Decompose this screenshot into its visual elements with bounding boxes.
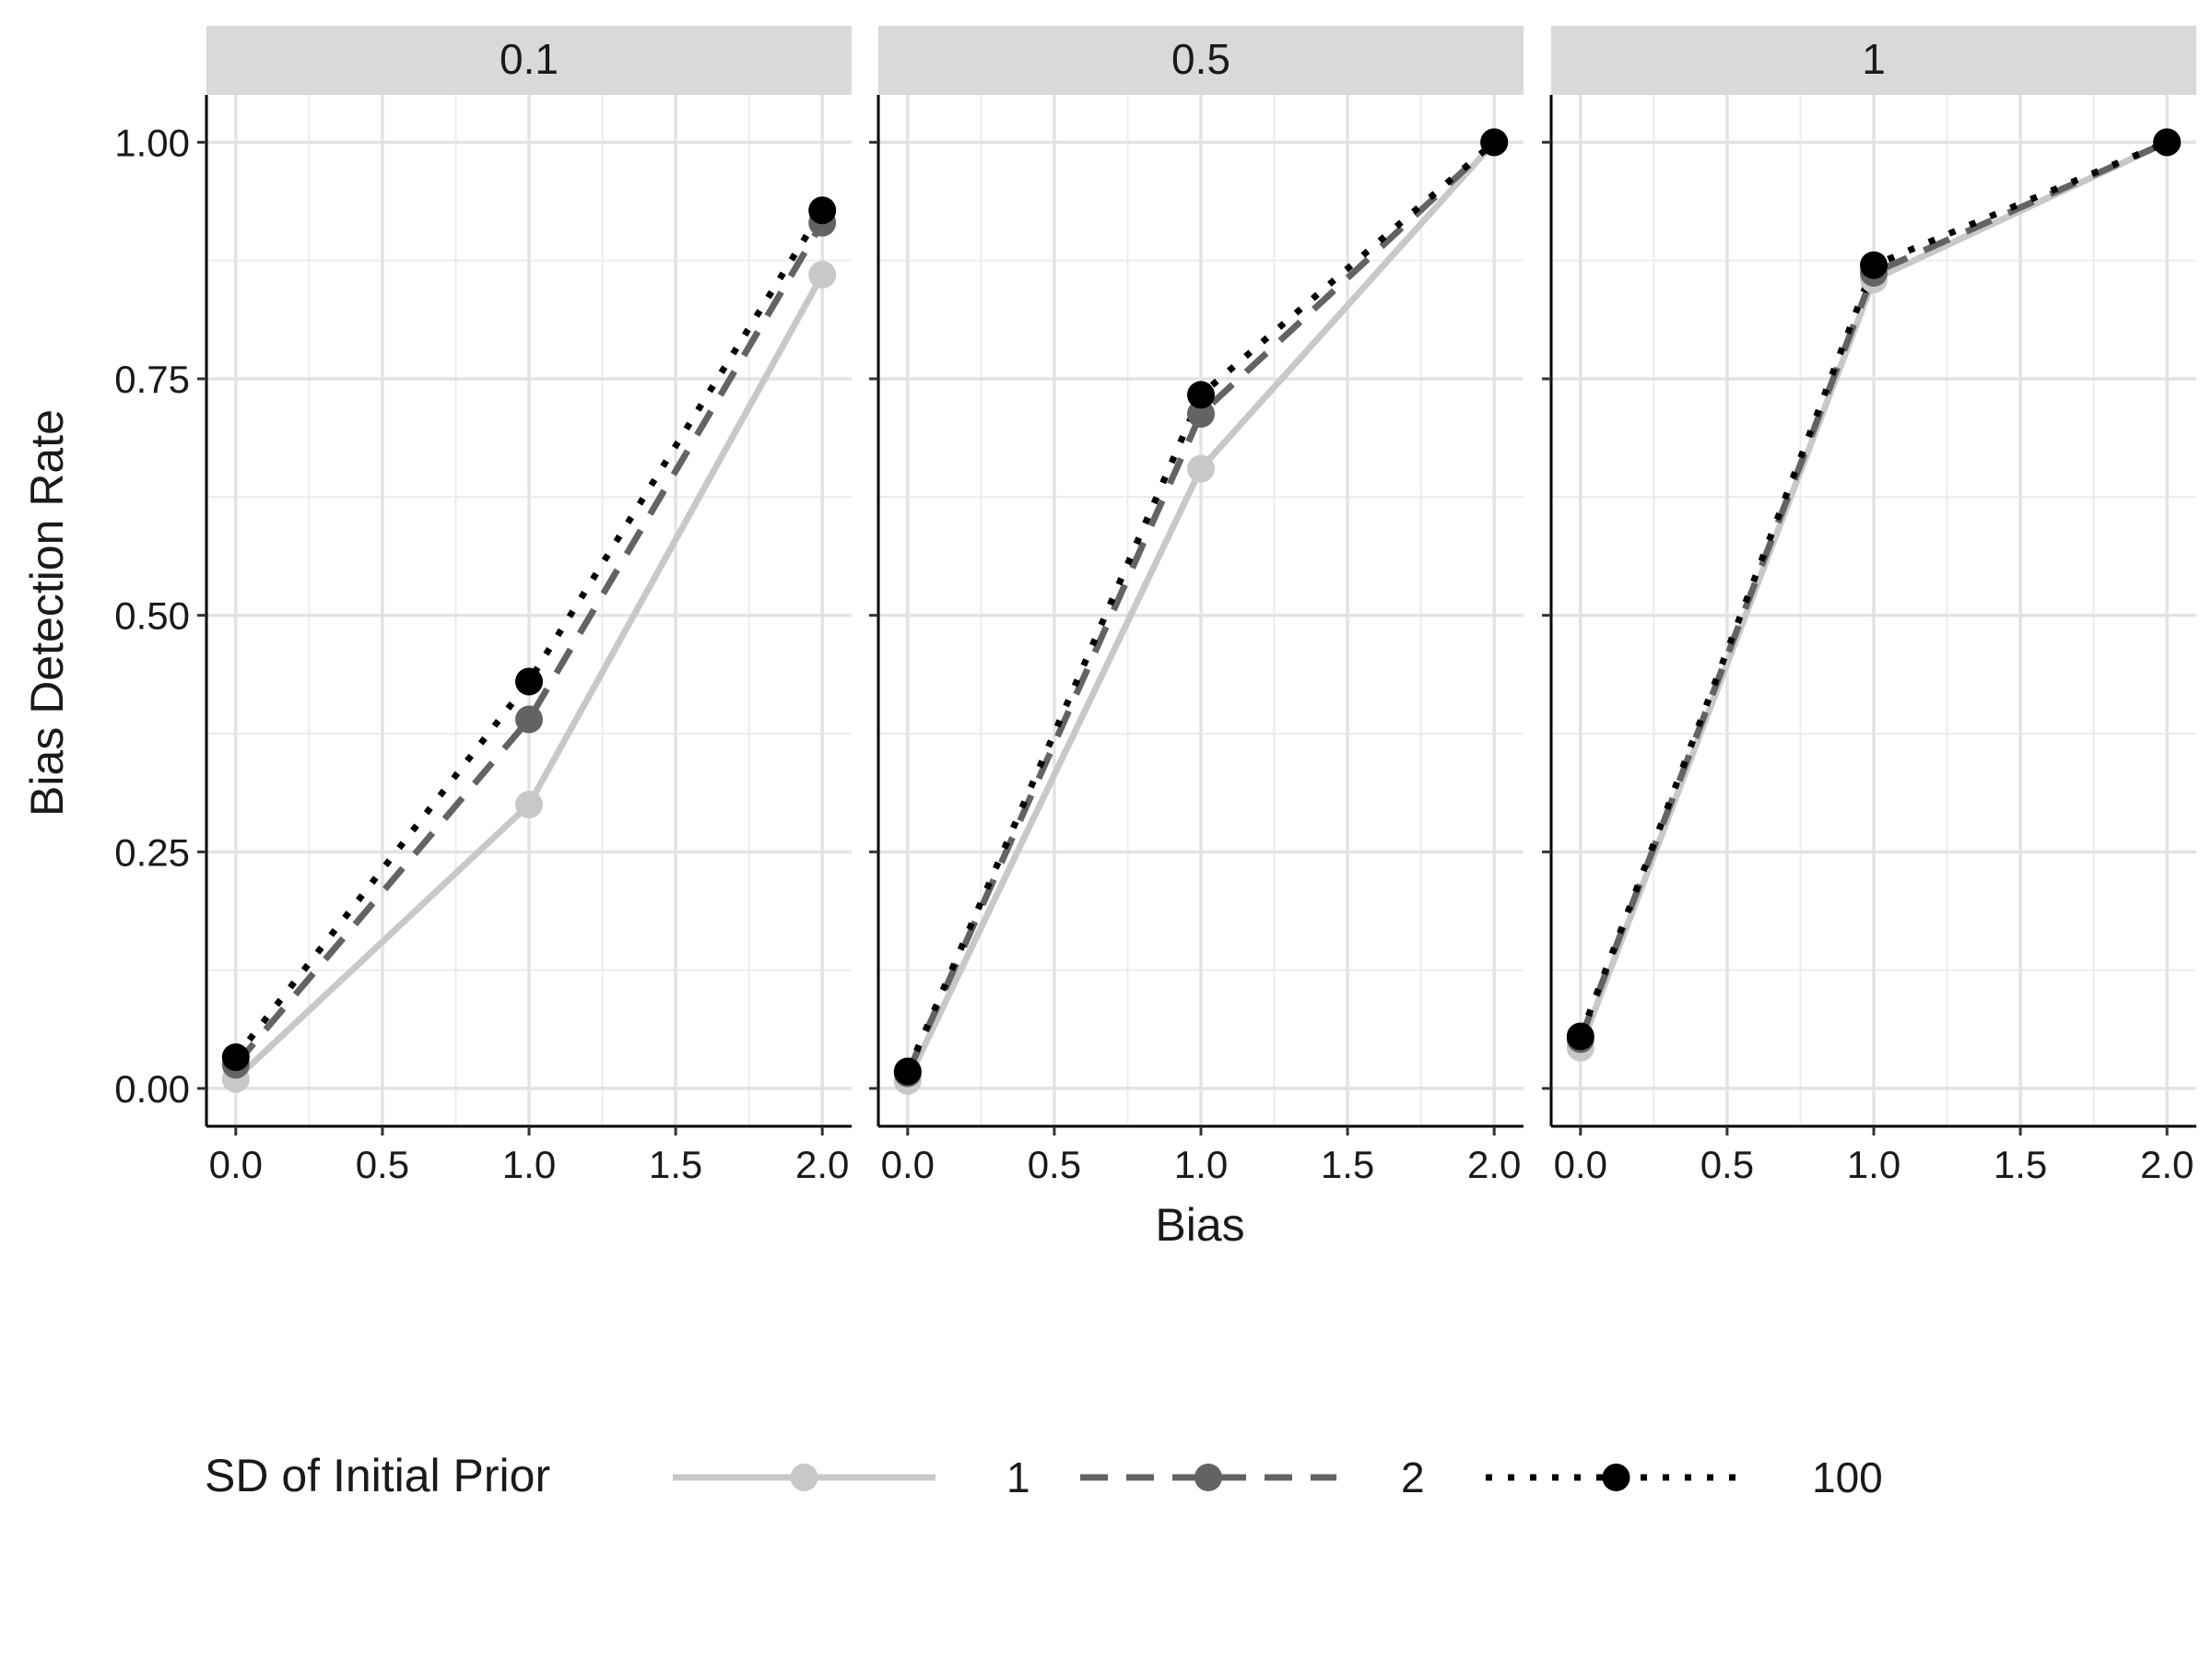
- y-axis-title: Bias Detection Rate: [21, 409, 73, 817]
- x-tick-label: 0.0: [1554, 1143, 1607, 1186]
- x-tick-label: 0.0: [881, 1143, 935, 1186]
- facet-strip: [878, 26, 1524, 95]
- facet-strip: [1551, 26, 2196, 95]
- data-point-sd-100: [221, 1043, 250, 1072]
- facet-strip: [206, 26, 852, 95]
- panel-0.1: 0.1 0.00 0.25 0.50 0.75 1.00 0.0 0.5 1.0 1.5 2.0: [114, 26, 852, 1186]
- legend-label: 1: [1006, 1453, 1030, 1501]
- x-tick-label: 1.5: [1994, 1143, 2047, 1186]
- data-point-sd-1: [808, 261, 837, 289]
- y-tick-label: 0.25: [114, 830, 190, 874]
- panel-0.5: 0.5 0.0 0.5 1.0 1.5 2.0: [869, 26, 1524, 1186]
- x-tick-label: 1.0: [1174, 1143, 1228, 1186]
- legend-key-point: [1194, 1464, 1222, 1491]
- x-tick-label: 0.5: [356, 1143, 409, 1186]
- x-tick-label: 1.5: [649, 1143, 702, 1186]
- series-line-sd-2: [233, 220, 826, 1067]
- panel-1: 1 0.0 0.5 1.0 1.5 2.0: [1542, 26, 2196, 1186]
- data-point-sd-100: [2153, 128, 2182, 157]
- series-line-sd-100: [233, 208, 826, 1060]
- data-point-sd-2: [1187, 399, 1215, 428]
- series-line-sd-100: [904, 139, 1497, 1073]
- legend: SD of Initial Prior 1 2 100: [205, 1450, 1883, 1501]
- data-point-sd-100: [893, 1057, 922, 1086]
- legend-key-point: [1602, 1464, 1630, 1491]
- panels: 0.10.000.250.500.751.000.0 0.5 1.0 1.5 2.00.…: [114, 26, 2196, 1186]
- x-tick-label: 0.0: [209, 1143, 263, 1186]
- legend-key-point: [790, 1464, 818, 1491]
- data-point-sd-100: [808, 196, 837, 225]
- data-point-sd-100: [1480, 128, 1509, 157]
- x-tick-label: 0.5: [1028, 1143, 1081, 1186]
- legend-label: 100: [1812, 1453, 1883, 1501]
- x-tick-label: 2.0: [2140, 1143, 2194, 1186]
- y-tick-label: 1.00: [114, 121, 190, 164]
- x-tick-label: 0.5: [1700, 1143, 1754, 1186]
- legend-entry-100: 100: [1486, 1453, 1883, 1501]
- x-tick-label: 1.5: [1321, 1143, 1374, 1186]
- data-point-sd-100: [1187, 381, 1215, 409]
- data-point-sd-100: [1860, 251, 1888, 279]
- legend-label: 2: [1401, 1453, 1425, 1501]
- facet-strip-label: 0.1: [500, 35, 559, 83]
- data-point-sd-2: [515, 705, 543, 734]
- legend-entry-2: 2: [1080, 1453, 1425, 1501]
- facet-strip-label: 0.5: [1171, 35, 1230, 83]
- x-tick-label: 1.0: [502, 1143, 556, 1186]
- y-tick-label: 0.00: [114, 1067, 190, 1111]
- y-tick-label: 0.75: [114, 358, 190, 401]
- x-tick-label: 1.0: [1847, 1143, 1900, 1186]
- data-point-sd-100: [1566, 1022, 1594, 1051]
- legend-title: SD of Initial Prior: [205, 1450, 550, 1501]
- facet-strip-label: 1: [1862, 35, 1886, 83]
- data-point-sd-100: [515, 667, 543, 696]
- y-tick-label: 0.50: [114, 594, 190, 638]
- x-tick-label: 2.0: [795, 1143, 849, 1186]
- x-axis-title: Bias: [1155, 1199, 1244, 1251]
- series-line-sd-2: [904, 139, 1497, 1075]
- x-tick-label: 2.0: [1467, 1143, 1521, 1186]
- data-point-sd-1: [515, 790, 543, 818]
- data-point-sd-1: [1187, 454, 1215, 483]
- legend-entry-1: 1: [673, 1453, 1030, 1501]
- series-line-sd-2: [1577, 139, 2169, 1041]
